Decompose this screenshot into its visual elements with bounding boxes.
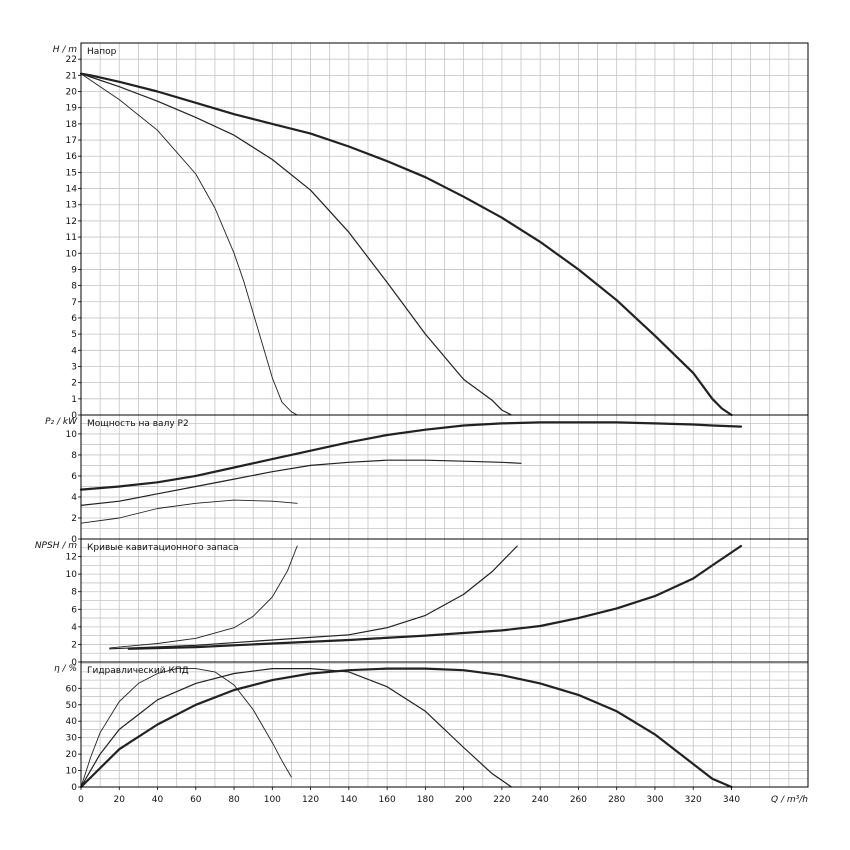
y-tick-label: 3 <box>71 362 77 372</box>
y-tick-label: 21 <box>66 71 77 81</box>
x-tick-label: 260 <box>570 795 587 805</box>
y-tick-label: 0 <box>71 658 77 668</box>
x-tick-label: 60 <box>190 795 202 805</box>
x-tick-label: 80 <box>228 795 240 805</box>
curve-head-thin <box>80 73 298 416</box>
y-tick-label: 8 <box>71 451 77 461</box>
x-axis-label: Q / m³/h <box>771 795 808 805</box>
y-tick-label: 60 <box>66 684 78 694</box>
y-axis-label: P₂ / kW <box>45 417 78 427</box>
y-tick-label: 4 <box>71 493 77 503</box>
y-tick-label: 20 <box>66 88 78 98</box>
y-tick-label: 13 <box>66 201 77 211</box>
x-tick-label: 40 <box>152 795 164 805</box>
x-tick-label: 180 <box>417 795 434 805</box>
y-tick-label: 10 <box>66 767 78 777</box>
curve-power-thick <box>79 421 743 491</box>
y-tick-label: 1 <box>71 395 77 405</box>
x-tick-label: 100 <box>264 795 281 805</box>
y-tick-label: 4 <box>71 346 77 356</box>
y-tick-label: 6 <box>71 314 77 324</box>
curve-npsh-medium <box>109 545 518 650</box>
y-tick-label: 22 <box>66 55 77 65</box>
y-tick-label: 9 <box>71 265 77 275</box>
y-tick-label: 40 <box>66 717 78 727</box>
panel-title: Мощность на валу P2 <box>87 419 189 429</box>
y-tick-label: 20 <box>66 750 78 760</box>
curve-efficiency-thin <box>80 668 292 788</box>
panel-efficiency: 0 10 20 30 40 50 60 η / % Гидравлический КПД <box>54 661 809 793</box>
y-tick-label: 15 <box>66 168 77 178</box>
y-tick-label: 12 <box>66 553 77 563</box>
y-tick-label: 50 <box>66 701 78 711</box>
y-tick-label: 4 <box>71 623 77 633</box>
y-tick-label: 6 <box>71 472 77 482</box>
y-axis-label: NPSH / m <box>35 541 77 551</box>
y-tick-label: 16 <box>66 152 78 162</box>
y-tick-label: 12 <box>66 217 77 227</box>
panel-frame <box>80 661 809 788</box>
x-tick-label: 240 <box>532 795 549 805</box>
x-tick-label: 0 <box>78 795 84 805</box>
curve-power-thin <box>80 499 298 524</box>
y-tick-label: 11 <box>66 233 77 243</box>
y-tick-label: 19 <box>66 104 78 114</box>
curve-npsh-thin <box>109 545 298 649</box>
x-tick-label: 140 <box>340 795 357 805</box>
x-tick-label: 280 <box>608 795 625 805</box>
curve-power-medium <box>80 459 522 506</box>
x-tick-label: 300 <box>646 795 663 805</box>
y-axis-label: H / m <box>53 45 78 55</box>
x-tick-label: 200 <box>455 795 472 805</box>
x-tick-label: 320 <box>685 795 702 805</box>
y-tick-label: 0 <box>71 411 77 421</box>
curve-efficiency-medium <box>80 668 513 788</box>
y-tick-label: 10 <box>66 249 78 259</box>
y-tick-label: 10 <box>66 570 78 580</box>
y-tick-label: 8 <box>71 282 77 292</box>
y-tick-label: 30 <box>66 734 78 744</box>
y-tick-label: 6 <box>71 605 77 615</box>
curve-head-medium <box>80 73 513 416</box>
panel-title: Кривые кавитационного запаса <box>87 543 239 553</box>
curve-efficiency-thick <box>79 667 733 789</box>
y-tick-label: 2 <box>71 514 77 524</box>
y-tick-label: 18 <box>66 120 78 130</box>
x-tick-label: 120 <box>302 795 319 805</box>
y-tick-label: 8 <box>71 588 77 598</box>
panel-title: Напор <box>87 47 117 57</box>
curve-npsh-thick <box>127 544 743 650</box>
x-tick-label: 340 <box>723 795 740 805</box>
y-tick-label: 2 <box>71 640 77 650</box>
curve-layer <box>79 72 743 789</box>
x-tick-label: 20 <box>114 795 126 805</box>
y-tick-label: 7 <box>71 298 77 308</box>
x-tick-label: 160 <box>379 795 396 805</box>
y-axis-label: η / % <box>54 664 77 674</box>
x-tick-label: 220 <box>493 795 510 805</box>
y-tick-label: 17 <box>66 136 77 146</box>
y-tick-label: 2 <box>71 379 77 389</box>
y-tick-label: 14 <box>66 185 78 195</box>
y-tick-label: 0 <box>71 783 77 793</box>
y-tick-label: 0 <box>71 535 77 545</box>
y-tick-label: 5 <box>71 330 77 340</box>
panel-title: Гидравлический КПД <box>87 666 189 676</box>
curve-head-thick <box>79 72 733 417</box>
y-tick-label: 10 <box>66 430 78 440</box>
